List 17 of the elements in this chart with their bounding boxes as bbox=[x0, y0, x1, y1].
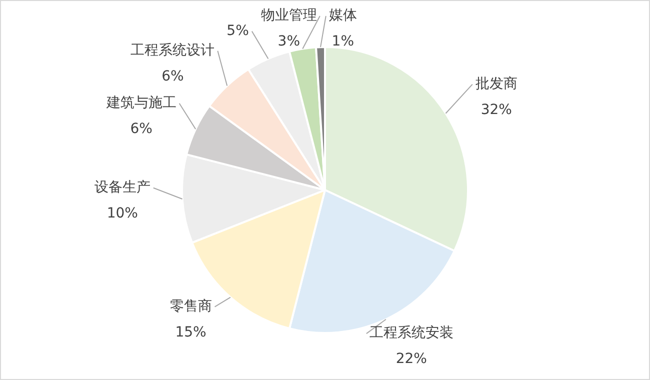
data-label: 5% bbox=[226, 22, 249, 39]
slice-label: 工程系统设计 bbox=[130, 42, 215, 59]
slice-label: 物业管理 bbox=[260, 8, 317, 24]
data-label: 22% bbox=[396, 351, 427, 368]
data-label: 32% bbox=[480, 102, 512, 118]
data-label: 15% bbox=[175, 324, 206, 340]
slice-label: 设备生产 bbox=[94, 180, 150, 196]
data-label: 10% bbox=[106, 206, 138, 222]
slice-label: 媒体 bbox=[328, 8, 357, 24]
data-label: 6% bbox=[130, 120, 152, 137]
slice-label: 工程系统安装 bbox=[369, 325, 454, 342]
slice-label: 建筑与施工 bbox=[105, 94, 176, 111]
data-label: 3% bbox=[278, 34, 300, 50]
data-label: 6% bbox=[162, 68, 184, 85]
data-label: 1% bbox=[332, 34, 354, 50]
slice-label: 批发商 bbox=[475, 76, 518, 92]
slice-label: 零售商 bbox=[170, 298, 212, 314]
